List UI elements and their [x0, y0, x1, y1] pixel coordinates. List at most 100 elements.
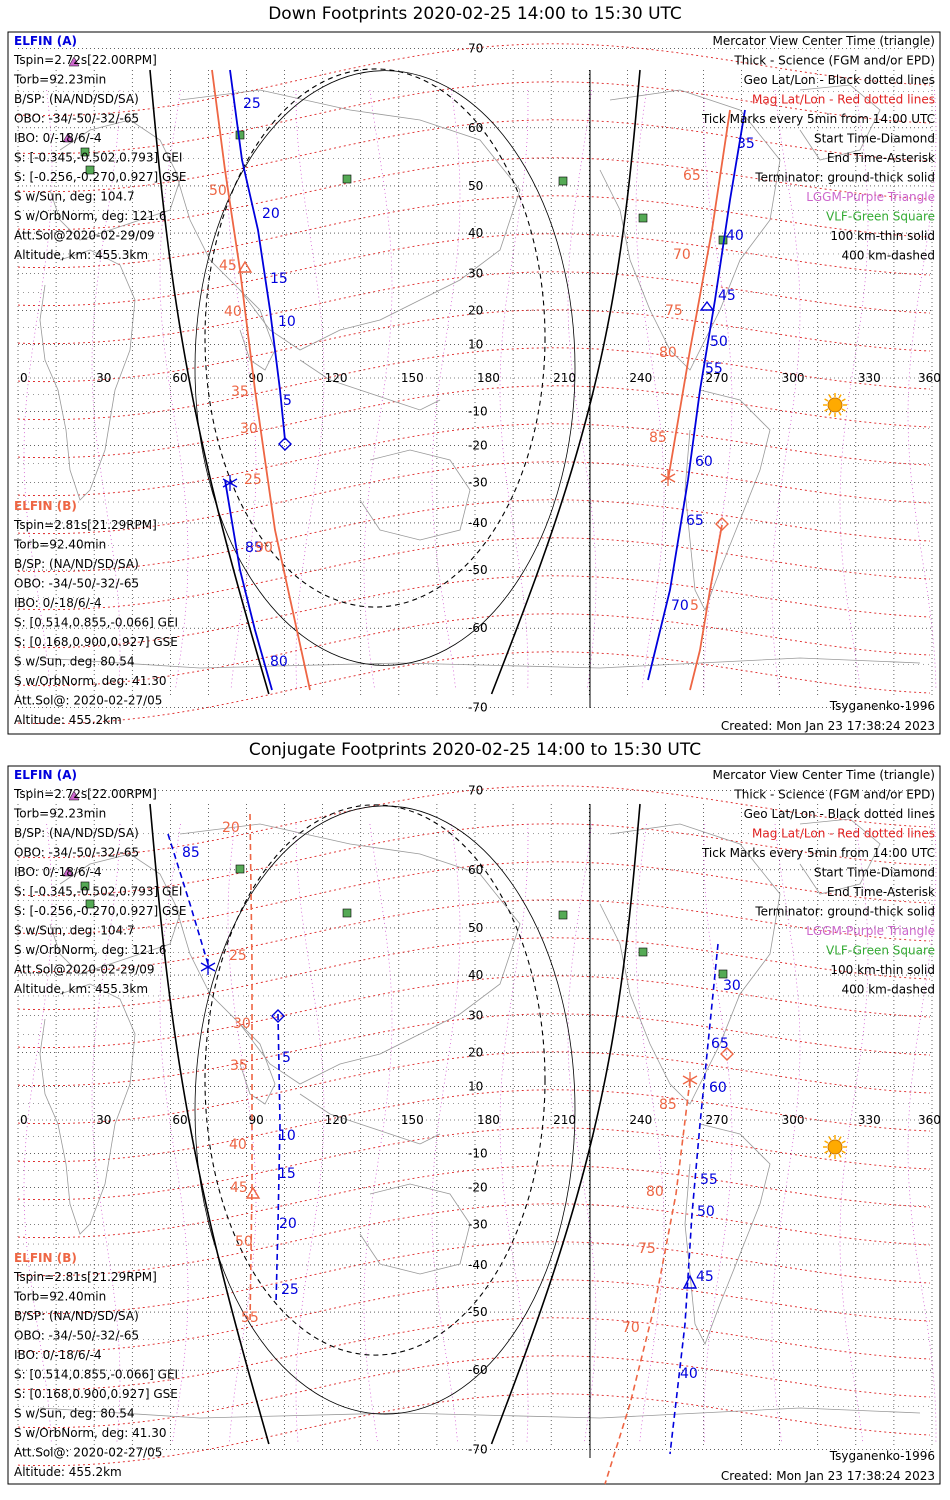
- legend-entry: Mag Lat/Lon - Red dotted lines: [752, 93, 935, 107]
- mag-meridian: [907, 89, 937, 691]
- elfin-b-track-west: [211, 69, 311, 691]
- elfin-b-name: ELFIN (B): [14, 499, 77, 513]
- continent-outline: [49, 853, 181, 975]
- elfin-b-info-line: IBO: 0/-18/6/-4: [14, 596, 102, 610]
- continent-outline: [174, 823, 521, 1085]
- elfin-a-name: ELFIN (A): [14, 34, 77, 48]
- elfin-a-info-line: Tspin=2.72s[22.00RPM]: [13, 53, 157, 67]
- legend-entry: Thick - Science (FGM and/or EPD): [733, 54, 935, 68]
- track-time-label: 35: [230, 1058, 248, 1074]
- elfin-a-info-line: Torb=92.23min: [13, 807, 106, 821]
- elfin-b-info-line: S: [0.168,0.900,0.927] GSE: [14, 635, 178, 649]
- vlf-square-icon: [558, 910, 568, 920]
- track-time-label: 55: [705, 361, 723, 377]
- mag-meridian: [771, 823, 801, 1445]
- track-time-label: 85: [649, 430, 667, 446]
- elfin-b-info-line: Altitude: 455.2km: [14, 713, 122, 727]
- mag-meridian: [635, 89, 665, 691]
- elfin-a-track-east: [647, 109, 746, 681]
- continent-outline: [174, 89, 521, 351]
- end-asterisk-icon: [222, 478, 238, 488]
- track-time-label: 70: [622, 1320, 640, 1336]
- lggm-triangle-icon: [62, 866, 74, 877]
- elfin-b-info-line: B/SP: (NA/ND/SD/SA): [14, 557, 139, 571]
- view-center-triangle-icon: [682, 1274, 698, 1289]
- elfin-a-info-line: Altitude, km: 455.3km: [14, 982, 148, 996]
- lat-tick-label: -10: [468, 404, 488, 418]
- elfin-b-info-line: Torb=92.40min: [13, 538, 106, 552]
- lon-tick-label: 240: [629, 1113, 652, 1127]
- mag-meridian: [91, 89, 121, 691]
- legend-entry: VLF-Green Square: [826, 944, 935, 958]
- legend-entry: 400 km-dashed: [841, 249, 935, 263]
- elfin-b-info-line: Tspin=2.81s[21.29RPM]: [13, 1270, 157, 1284]
- elfin-a-info-line: Att.Sol@2020-02-29/09: [14, 229, 155, 243]
- elfin-a-track-west: [275, 1013, 281, 1305]
- start-diamond-icon: [271, 1009, 285, 1023]
- view-center-triangle-icon: [699, 300, 715, 311]
- track-time-label: 80: [659, 345, 677, 361]
- continent-outline: [684, 1123, 771, 1345]
- map-panel-down: 0 30 60 90 120 150 180 210 240 270 300 330 360 70 60 50…: [7, 31, 941, 735]
- lat-tick-label: 50: [468, 921, 483, 935]
- lat-tick-label: 10: [468, 1080, 483, 1094]
- track-time-label: 80: [646, 1184, 664, 1200]
- legend-entry: Mag Lat/Lon - Red dotted lines: [752, 827, 935, 841]
- track-time-label: 50: [697, 1204, 715, 1220]
- legend-entry: Mercator View Center Time (triangle): [713, 34, 935, 48]
- lat-tick-label: 10: [468, 338, 483, 352]
- track-time-label: 50: [710, 334, 728, 350]
- continent-outline: [359, 1183, 471, 1275]
- track-time-label: 5: [283, 393, 292, 409]
- track-time-label: 15: [270, 271, 288, 287]
- continent-outline: [39, 1407, 921, 1419]
- track-time-label: 10: [278, 1128, 296, 1144]
- track-time-label: 55: [700, 1172, 718, 1188]
- legend-entry: 100 km-thin solid: [830, 229, 935, 243]
- elfin-a-name: ELFIN (A): [14, 768, 77, 782]
- start-diamond-icon: [715, 517, 729, 531]
- terminator-ground-east: [490, 69, 641, 695]
- continent-outline: [299, 359, 441, 411]
- continent-outline: [39, 657, 921, 669]
- track-time-label: 60: [709, 1080, 727, 1096]
- sun-ray: [841, 1140, 846, 1144]
- legend-entry: 400 km-dashed: [841, 983, 935, 997]
- elfin-b-name: ELFIN (B): [14, 1251, 77, 1265]
- track-time-label: 25: [229, 948, 247, 964]
- lat-tick-label: -70: [468, 701, 488, 715]
- sun-ray: [838, 1153, 842, 1158]
- elfin-a-info-line: S: [-0.345,-0.502,0.793] GEI: [14, 151, 182, 165]
- track-time-label: 55: [241, 1310, 259, 1326]
- lat-tick-label: -40: [468, 516, 488, 530]
- continent-outline: [239, 289, 276, 371]
- mag-meridian: [499, 89, 529, 691]
- lon-tick-label: 360: [918, 1113, 941, 1127]
- terminator-400km: [204, 68, 546, 608]
- elfin-a-info-line: S: [-0.256,-0.270,0.927] GSE: [14, 170, 187, 184]
- legend-entry: Terminator: ground-thick solid: [754, 905, 935, 919]
- end-asterisk-icon: [660, 473, 676, 483]
- track-time-label: 75: [638, 1241, 656, 1257]
- track-time-label: 25: [244, 472, 262, 488]
- continent-outline: [359, 449, 471, 541]
- elfin-b-info-line: Tspin=2.81s[21.29RPM]: [13, 518, 157, 532]
- elfin-b-info-line: Altitude: 455.2km: [14, 1465, 122, 1479]
- terminator-100km: [194, 805, 576, 1415]
- sun-ray: [841, 1150, 846, 1154]
- elfin-b-info-line: S w/Sun, deg: 80.54: [14, 1407, 135, 1421]
- track-time-label: 65: [686, 513, 704, 529]
- mag-meridian: [431, 89, 461, 691]
- lon-tick-label: 150: [401, 371, 424, 385]
- track-time-label: 25: [281, 1282, 299, 1298]
- lon-tick-label: 240: [629, 371, 652, 385]
- lon-tick-label: 210: [553, 371, 576, 385]
- sun-ray: [841, 408, 846, 412]
- track-time-label: 35: [231, 384, 249, 400]
- elfin-b-info-line: IBO: 0/-18/6/-4: [14, 1348, 102, 1362]
- legend-entry: LGGM-Purple Triangle: [806, 190, 935, 204]
- lat-tick-label: -50: [468, 563, 488, 577]
- lat-tick-label: 20: [468, 303, 483, 317]
- panel-title-conjugate: Conjugate Footprints 2020-02-25 14:00 to…: [248, 740, 702, 760]
- terminator-400km: [204, 804, 546, 1356]
